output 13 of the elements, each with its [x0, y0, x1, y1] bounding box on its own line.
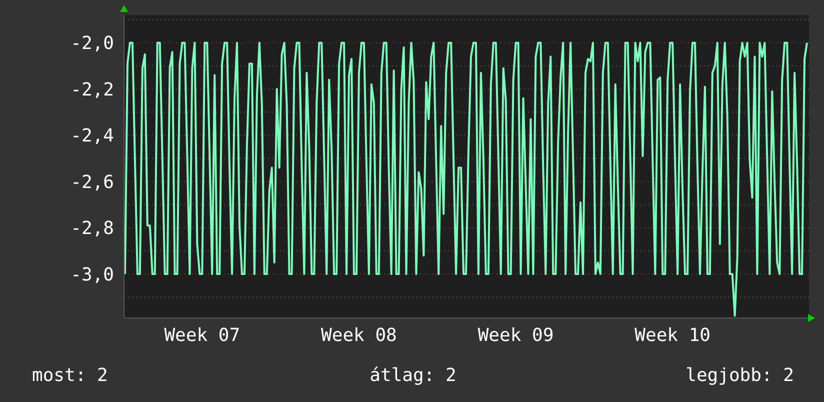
y-tick-label: -3,0	[70, 264, 114, 286]
x-tick-label: Week 07	[164, 325, 240, 346]
text: legjobb: 2	[686, 365, 794, 386]
text: most: 2	[32, 365, 108, 386]
y-tick-label: -2,4	[70, 126, 114, 147]
x-tick-label: Week 08	[321, 325, 397, 346]
y-tick-label: -2,8	[70, 218, 114, 240]
x-tick-label: Week 10	[634, 325, 711, 346]
y-tick-label: -2,2	[70, 79, 114, 100]
text: átlag: 2	[370, 365, 456, 386]
y-tick-label: -2,0	[70, 33, 114, 54]
y-tick-label: -2,6	[70, 172, 114, 193]
x-tick-label: Week 09	[478, 325, 554, 346]
